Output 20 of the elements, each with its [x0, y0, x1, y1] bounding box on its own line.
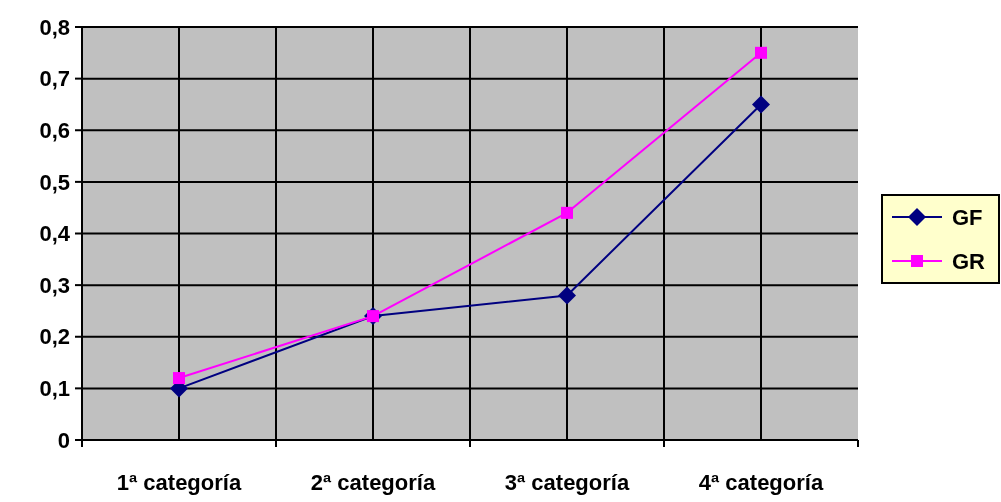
y-tick-label: 0,1: [39, 376, 70, 402]
legend-label: GF: [952, 204, 983, 230]
y-tick-label: 0,5: [39, 169, 70, 195]
x-tick-label: 1ª categoría: [116, 470, 242, 495]
point: [173, 372, 185, 385]
point: [561, 206, 573, 219]
x-tick-label: 3ª categoría: [504, 470, 630, 495]
y-tick-label: 0,4: [39, 221, 71, 247]
point: [558, 286, 576, 305]
legend-label: GR: [952, 248, 986, 274]
y-tick-label: 0: [57, 427, 70, 453]
y-tick-label: 0,2: [39, 324, 70, 350]
y-tick-label: 0,8: [39, 14, 70, 40]
y-tick-label: 0,6: [39, 117, 70, 143]
x-tick-label: 2ª categoría: [310, 470, 436, 495]
point: [752, 95, 770, 114]
x-tick-label: 4ª categoría: [698, 470, 824, 495]
point: [755, 46, 767, 59]
y-tick-label: 0,3: [39, 272, 70, 298]
y-tick-label: 0,7: [39, 66, 70, 92]
